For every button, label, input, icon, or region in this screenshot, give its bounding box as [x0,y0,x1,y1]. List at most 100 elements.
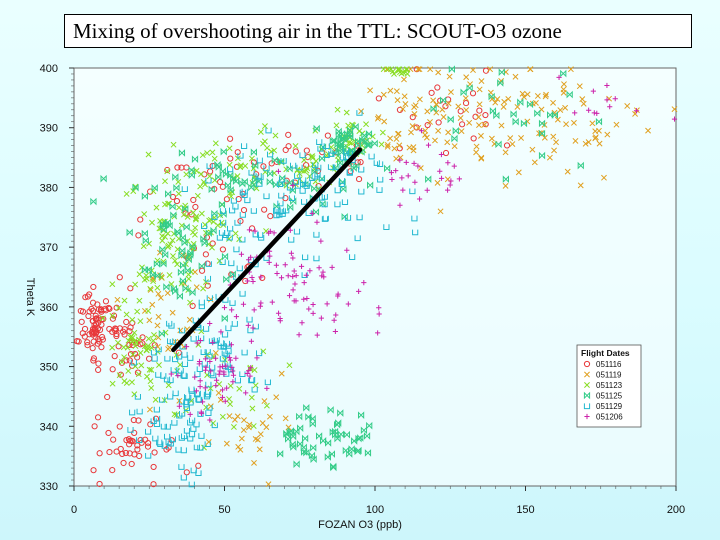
x-tick-label: 100 [366,504,384,516]
data-point [353,162,360,170]
data-point [177,268,185,277]
data-point [194,371,201,378]
data-point [135,232,142,239]
data-point [124,344,131,351]
data-point [267,212,274,220]
data-point [304,295,310,302]
data-point [188,166,195,174]
data-point [440,114,447,120]
data-point [248,169,255,176]
data-point [126,228,133,237]
data-point [273,158,280,165]
data-point [424,108,431,115]
data-point [411,104,418,111]
data-point [570,119,577,126]
data-point [167,241,174,248]
data-point [194,340,200,346]
data-point [190,209,197,216]
data-point [188,171,195,179]
data-point [594,110,600,116]
data-point [134,446,141,453]
data-point [303,404,310,412]
data-point [113,448,120,455]
data-point [249,274,255,281]
data-point [212,349,219,356]
data-point [178,464,185,470]
data-point [179,246,186,255]
data-point [264,385,270,392]
data-point [204,150,211,157]
data-point [190,335,197,342]
data-point [310,310,316,316]
data-point [505,95,512,102]
data-point [132,183,139,190]
data-point [375,95,382,102]
x-tick-label: 50 [218,504,230,516]
data-point [586,107,592,113]
data-point [116,372,123,379]
data-point [127,285,134,292]
data-point [134,308,141,315]
data-point [129,379,135,386]
data-point [136,408,143,415]
data-point [211,422,218,429]
data-point [178,251,185,260]
data-point [252,435,259,442]
data-point [181,351,188,358]
data-point [246,421,253,428]
data-point [173,184,180,192]
data-point [160,423,167,430]
data-point [226,396,233,403]
data-point [278,275,285,281]
data-point [301,157,308,163]
data-point [148,344,155,351]
data-point [176,403,182,409]
data-point [343,430,350,439]
data-point [348,445,355,453]
data-point [160,373,167,379]
data-point [90,197,97,206]
data-point [445,129,452,136]
data-point [213,382,219,389]
data-point [79,308,87,315]
data-point [179,277,187,285]
legend-entry: 051119 [596,371,622,380]
data-point [206,295,213,301]
data-point [596,140,603,147]
axis-layer: 0 50 100 150 200 330 340 350 360 370 380 390 400 FOZA… [24,63,685,531]
data-point [251,386,258,393]
data-point [301,279,307,286]
y-tick-label: 370 [40,242,58,254]
data-point [181,186,188,192]
data-point [309,210,315,216]
data-point [244,370,250,377]
data-point [334,187,341,194]
data-point [330,463,337,472]
data-point [579,96,586,103]
data-point [364,141,371,149]
data-point [293,460,300,468]
data-point [190,426,197,432]
data-point [349,254,356,261]
data-point [337,409,344,417]
data-point [117,371,124,378]
data-point [267,228,273,234]
data-point [422,127,429,134]
data-point [181,373,188,380]
data-point [447,115,454,124]
data-point [276,181,284,188]
data-point [323,143,330,149]
data-point [376,187,383,193]
data-point [380,91,387,98]
data-point [300,443,307,452]
data-point [482,111,489,119]
data-point [210,340,216,346]
data-point [524,91,531,98]
data-point [240,143,248,149]
data-point [219,394,226,401]
data-point [498,122,505,129]
data-point [116,274,123,281]
data-point [183,399,190,406]
data-point [451,163,457,169]
data-point [153,204,160,211]
